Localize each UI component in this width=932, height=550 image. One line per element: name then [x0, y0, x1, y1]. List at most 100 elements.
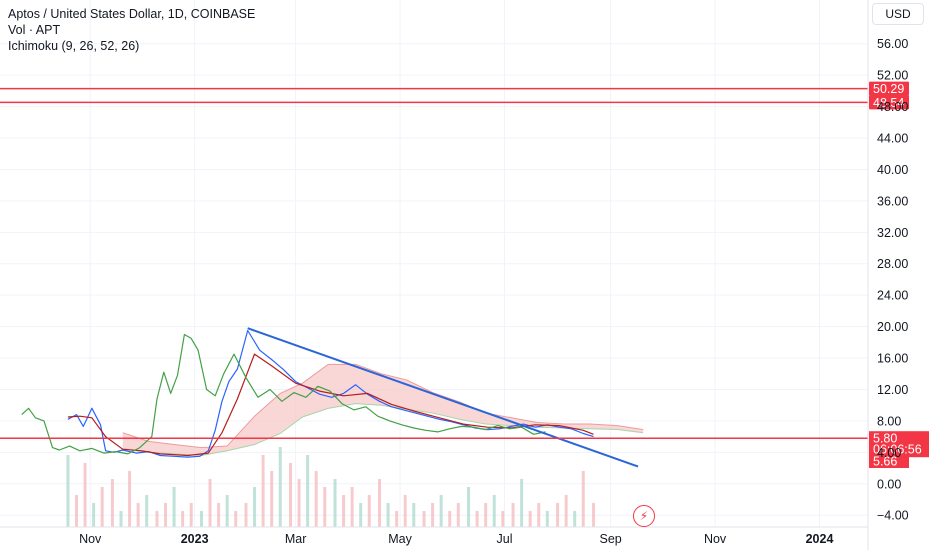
legend-volume[interactable]: Vol · APT — [8, 23, 61, 37]
tenkan-line — [67, 329, 594, 458]
volume-bar — [333, 479, 337, 527]
x-tick-label: Nov — [79, 532, 102, 546]
volume-bar — [208, 479, 212, 527]
volume-bar — [367, 495, 371, 527]
close-price-label: 5.66 — [873, 454, 897, 468]
y-tick-label: 0.00 — [877, 477, 901, 491]
level-price-label: 48.54 — [873, 96, 904, 110]
volume-bars — [66, 447, 596, 527]
x-tick-label: Sep — [600, 532, 622, 546]
volume-bar — [501, 511, 505, 527]
x-tick-label: Mar — [285, 532, 307, 546]
y-tick-label: 24.00 — [877, 289, 908, 303]
volume-bar — [314, 471, 318, 527]
volume-bar — [66, 455, 70, 527]
volume-bar — [92, 503, 96, 527]
y-tick-label: −4.00 — [877, 509, 909, 523]
countdown-label: 06:06:56 — [873, 443, 922, 457]
volume-bar — [511, 503, 515, 527]
volume-bar — [467, 487, 471, 527]
volume-bar — [145, 495, 149, 527]
volume-bar — [448, 511, 452, 527]
lightning-icon[interactable]: ⚡ — [633, 505, 655, 527]
y-tick-label: 40.00 — [877, 163, 908, 177]
volume-bar — [136, 503, 140, 527]
y-tick-label: 48.00 — [877, 100, 908, 114]
volume-bar — [395, 511, 399, 527]
volume-bar — [386, 503, 390, 527]
volume-bar — [234, 511, 238, 527]
volume-bar — [278, 447, 282, 527]
trendline — [247, 327, 639, 468]
legend-ichimoku[interactable]: Ichimoku (9, 26, 52, 26) — [8, 39, 140, 53]
lagging-span-line — [21, 333, 546, 455]
y-tick-label: 16.00 — [877, 352, 908, 366]
volume-bar — [110, 479, 114, 527]
current-price-label: 5.80 — [873, 432, 897, 446]
cloud-area — [122, 364, 644, 456]
volume-bar — [74, 495, 78, 527]
volume-bar — [181, 511, 185, 527]
current-price-badge — [869, 431, 929, 458]
volume-bar — [520, 479, 524, 527]
volume-bar — [342, 495, 346, 527]
chart-legend: Aptos / United States Dollar, 1D, COINBA… — [8, 6, 255, 54]
grid — [0, 0, 868, 527]
volume-bar — [297, 479, 301, 527]
volume-bar — [359, 503, 363, 527]
volume-bar — [225, 495, 229, 527]
volume-bar — [83, 463, 87, 527]
y-tick-label: 20.00 — [877, 320, 908, 334]
volume-bar — [350, 487, 354, 527]
legend-title[interactable]: Aptos / United States Dollar, 1D, COINBA… — [8, 7, 256, 21]
volume-bar — [475, 511, 479, 527]
x-tick-label: 2024 — [806, 532, 834, 546]
cloud-span-b — [122, 403, 644, 456]
volume-bar — [119, 511, 123, 527]
volume-bar — [492, 495, 496, 527]
y-tick-label: 52.00 — [877, 69, 908, 83]
volume-bar — [217, 503, 221, 527]
volume-bar — [456, 503, 460, 527]
volume-bar — [155, 511, 159, 527]
y-tick-label: 36.00 — [877, 194, 908, 208]
level-price-badge — [869, 95, 909, 110]
volume-bar — [592, 503, 596, 527]
volume-bar — [172, 487, 176, 527]
volume-bar — [253, 487, 257, 527]
x-tick-label: 2023 — [181, 532, 209, 546]
x-tick-label: Nov — [704, 532, 727, 546]
volume-bar — [189, 503, 193, 527]
volume-bar — [199, 511, 203, 527]
volume-bar — [545, 511, 549, 527]
volume-bar — [403, 495, 407, 527]
y-tick-label: 56.00 — [877, 37, 908, 51]
y-tick-label: 32.00 — [877, 226, 908, 240]
y-tick-label: 12.00 — [877, 383, 908, 397]
volume-bar — [164, 503, 168, 527]
volume-bar — [537, 503, 541, 527]
volume-bar — [581, 471, 585, 527]
currency-button[interactable]: USD — [872, 3, 924, 25]
volume-bar — [306, 455, 310, 527]
volume-bar — [270, 471, 274, 527]
volume-bar — [412, 503, 416, 527]
volume-bar — [528, 511, 532, 527]
axes: 56.00 52.00 48.00 44.00 40.00 36.00 32.00 28.00… — [0, 0, 909, 550]
y-tick-label: 4.00 — [877, 446, 901, 460]
level-price-label: 50.29 — [873, 82, 904, 96]
volume-bar — [484, 503, 488, 527]
volume-bar — [244, 503, 248, 527]
ichimoku-cloud — [122, 363, 644, 456]
x-tick-label: Jul — [497, 532, 513, 546]
y-tick-label: 28.00 — [877, 257, 908, 271]
y-tick-label: 44.00 — [877, 132, 908, 146]
volume-bar — [100, 487, 104, 527]
volume-bar — [128, 471, 132, 527]
volume-bar — [323, 487, 327, 527]
y-tick-label: 8.00 — [877, 414, 901, 428]
volume-bar — [573, 511, 577, 527]
series-lines — [21, 327, 639, 468]
